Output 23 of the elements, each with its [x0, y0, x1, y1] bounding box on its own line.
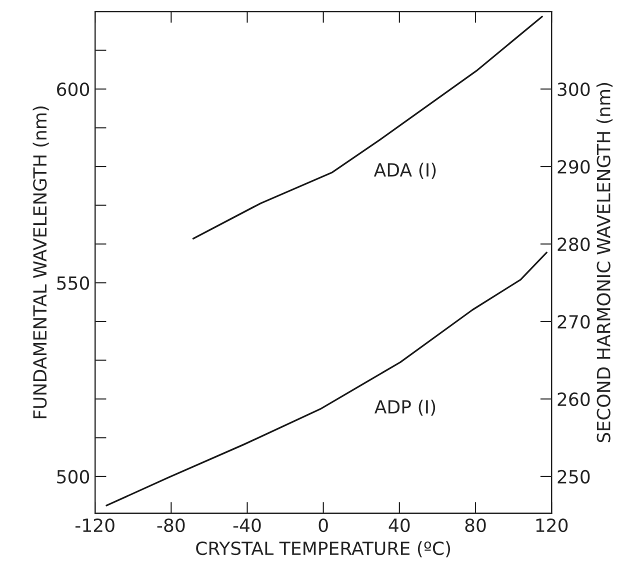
- y2-tick-label: 250: [558, 470, 590, 484]
- y-tick-label: 500: [57, 470, 90, 484]
- y2-tick-label: 260: [558, 392, 590, 406]
- x-tick-label: -40: [233, 518, 261, 532]
- y2-tick-label: 270: [558, 314, 590, 329]
- y2-tick-label: 290: [558, 160, 590, 174]
- y-tick-label: 550: [57, 276, 90, 290]
- y2-tick-label: 300: [558, 82, 590, 96]
- x-tick-label: -80: [157, 518, 185, 532]
- y2-tick-label: 280: [558, 237, 590, 252]
- line-series: [106, 252, 548, 506]
- x-tick-label: 40: [388, 518, 410, 532]
- x-tick-label: 80: [465, 518, 486, 532]
- x-tick-label: 0: [318, 518, 328, 532]
- x-axis-title: CRYSTAL TEMPERATURE (ºC): [196, 541, 450, 558]
- x-tick-label: 120: [536, 518, 568, 532]
- y-axis-title: FUNDAMENTAL WAVELENGTH (nm): [32, 106, 49, 418]
- series-label: ADA (I): [374, 162, 436, 179]
- line-series: [192, 16, 543, 240]
- series-label: ADP (I): [374, 400, 436, 416]
- y-tick-label: 600: [57, 82, 90, 96]
- x-tick-label: -120: [75, 518, 114, 532]
- y2-axis-title: SECOND HARMONIC WAVELENGTH (nm): [596, 83, 613, 442]
